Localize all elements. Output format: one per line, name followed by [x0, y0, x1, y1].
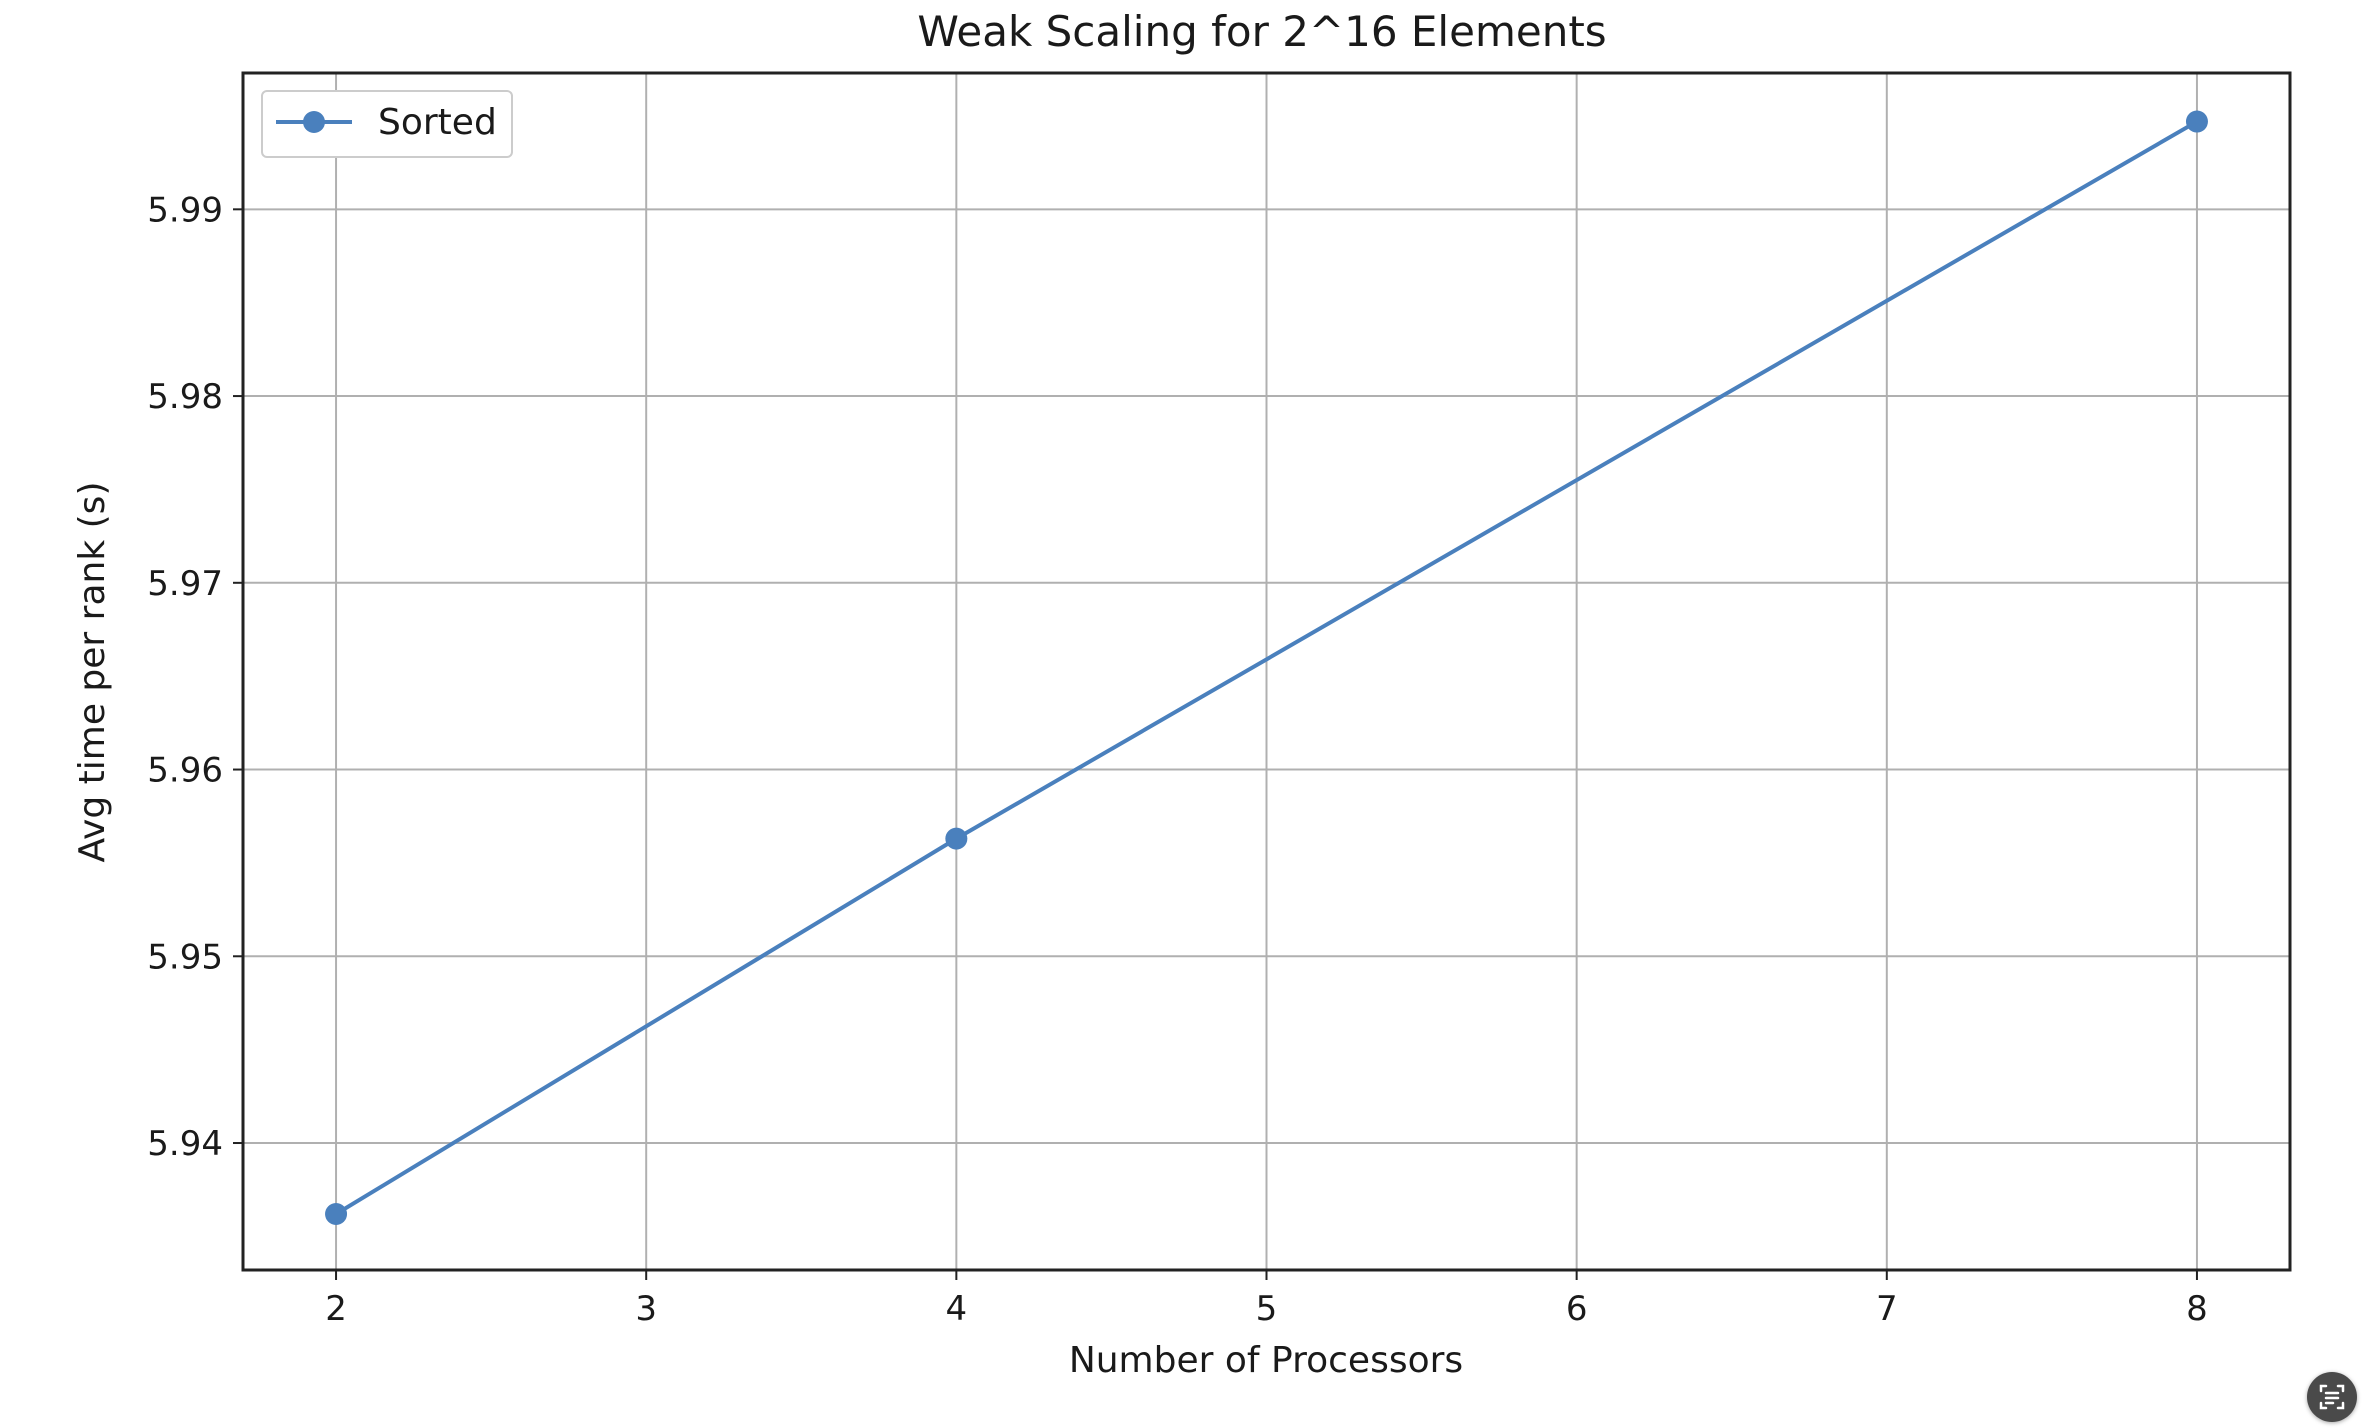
- y-axis-ticks: 5.94 5.95 5.96 5.97 5.98 5.99: [147, 190, 243, 1164]
- x-tick-label: 4: [946, 1289, 968, 1329]
- y-tick-label: 5.94: [147, 1124, 223, 1164]
- x-tick-label: 5: [1256, 1289, 1278, 1329]
- legend-point-marker: [303, 111, 325, 133]
- x-axis-ticks: 2 3 4 5 6 7 8: [325, 1270, 2208, 1329]
- y-tick-label: 5.97: [147, 564, 223, 604]
- y-tick-label: 5.96: [147, 751, 223, 791]
- x-tick-label: 8: [2186, 1289, 2208, 1329]
- scan-text-button[interactable]: [2307, 1372, 2357, 1422]
- legend: Sorted: [261, 90, 513, 158]
- x-tick-label: 3: [635, 1289, 657, 1329]
- series-layer: [325, 110, 2208, 1225]
- y-tick-label: 5.99: [147, 190, 223, 230]
- y-tick-label: 5.98: [147, 377, 223, 417]
- scan-text-icon: [2319, 1384, 2345, 1410]
- data-point: [325, 1202, 348, 1225]
- legend-box: [261, 90, 513, 158]
- x-axis-label: Number of Processors: [1069, 1340, 1463, 1381]
- legend-entry-sorted: Sorted: [378, 102, 497, 143]
- y-axis-label: Avg time per rank (s): [72, 482, 113, 863]
- data-point: [2185, 110, 2208, 133]
- grid: [243, 73, 2290, 1270]
- x-tick-label: 7: [1876, 1289, 1898, 1329]
- chart-title: Weak Scaling for 2^16 Elements: [917, 7, 1606, 56]
- x-tick-label: 2: [325, 1289, 347, 1329]
- y-tick-label: 5.95: [147, 937, 223, 977]
- x-tick-label: 6: [1566, 1289, 1588, 1329]
- data-point: [945, 827, 968, 850]
